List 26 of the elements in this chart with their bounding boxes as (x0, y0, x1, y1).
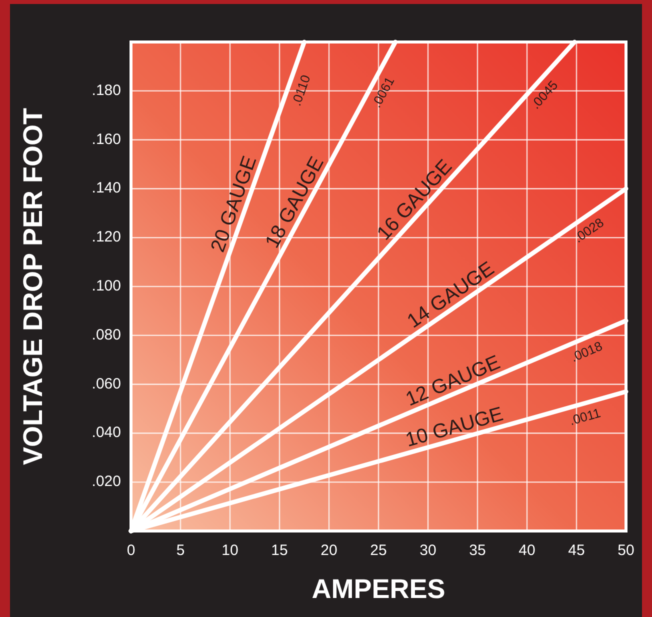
x-tick-label: 35 (469, 542, 486, 559)
x-tick-label: 5 (176, 542, 185, 559)
x-tick-label: 20 (320, 542, 338, 559)
annotation: .0061 (368, 74, 398, 110)
y-tick-label: .080 (92, 326, 121, 344)
y-tick-label: .120 (92, 228, 121, 246)
x-axis-title: AMPERES (312, 574, 446, 604)
y-tick-label: .020 (92, 473, 121, 490)
x-tick-label: 15 (271, 542, 288, 559)
y-tick-label: .100 (92, 277, 121, 294)
x-tick-label: 45 (568, 542, 585, 559)
y-tick-label: .160 (92, 130, 121, 148)
y-tick-label: .180 (92, 82, 121, 99)
annotation: .0018 (568, 338, 604, 365)
annotation: .0011 (568, 405, 602, 428)
x-tick-label: 25 (370, 542, 387, 559)
y-tick-label: .140 (92, 180, 121, 197)
x-tick-label: 30 (420, 542, 436, 559)
x-tick-label: 10 (222, 542, 238, 559)
x-tick-label: 50 (618, 542, 634, 559)
y-axis-title: VOLTAGE DROP PER FOOT (18, 107, 48, 466)
x-tick-label: 0 (126, 542, 136, 559)
y-tick-label: .060 (92, 375, 121, 392)
annotation: .0110 (288, 72, 314, 108)
y-tick-label: .040 (92, 424, 121, 442)
x-tick-label: 40 (518, 542, 536, 559)
